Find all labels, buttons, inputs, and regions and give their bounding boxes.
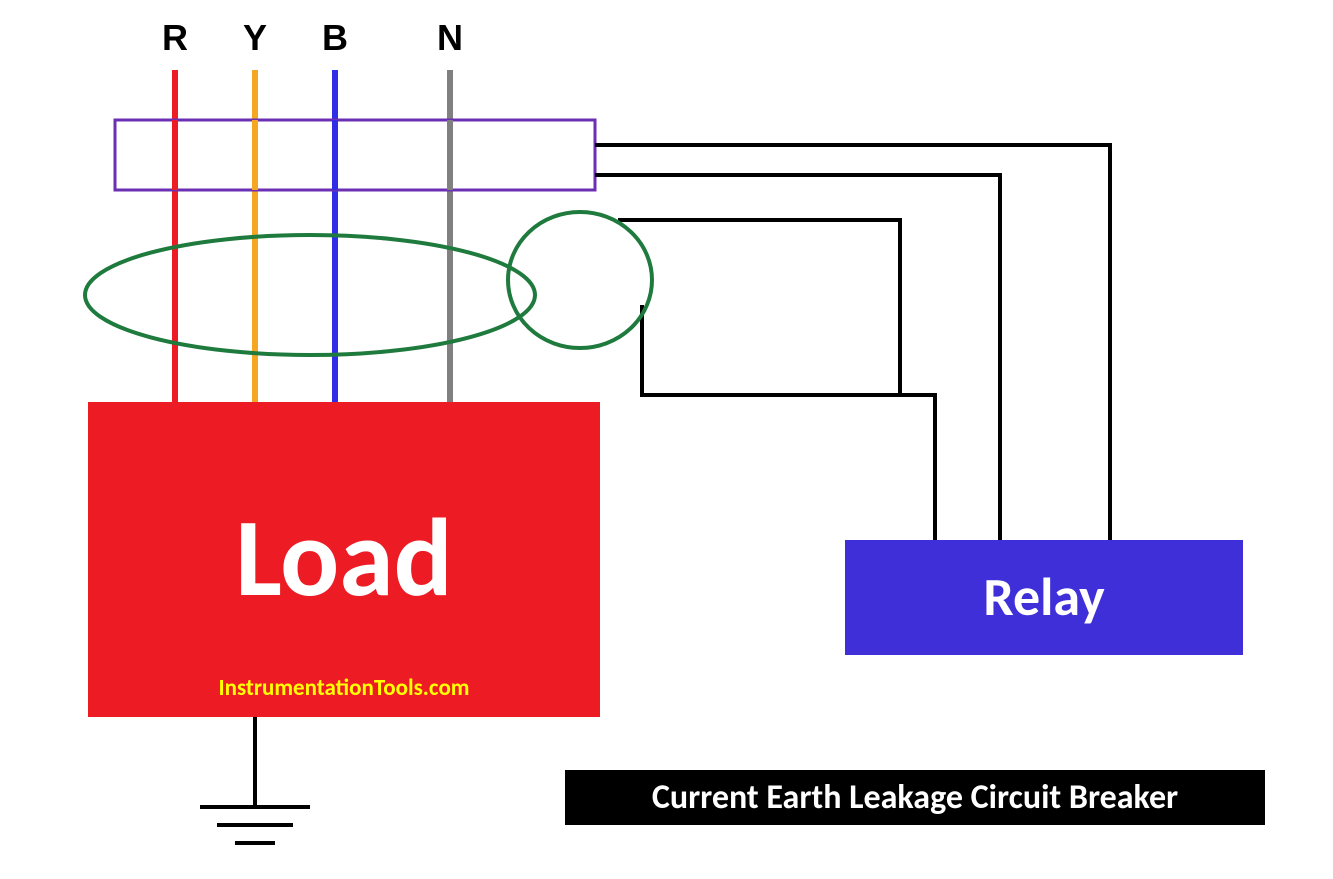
label-r: R bbox=[162, 17, 188, 58]
ct-wire-lower bbox=[642, 305, 935, 540]
trip-wire-bottom bbox=[595, 175, 1000, 540]
label-b: B bbox=[322, 17, 348, 58]
label-n: N bbox=[437, 17, 463, 58]
load-label: Load bbox=[235, 490, 452, 625]
label-y: Y bbox=[243, 17, 267, 58]
cbct-box bbox=[115, 120, 595, 190]
relay-label: Relay bbox=[983, 564, 1105, 630]
elcb-diagram: R Y B N Load InstrumentationTools.com Re… bbox=[0, 0, 1333, 879]
load-footer: InstrumentationTools.com bbox=[218, 674, 469, 702]
trip-wire-top bbox=[595, 145, 1110, 540]
title-label: Current Earth Leakage Circuit Breaker bbox=[652, 777, 1178, 818]
ct-wire-upper bbox=[618, 220, 935, 395]
ct-ellipse bbox=[85, 235, 535, 355]
